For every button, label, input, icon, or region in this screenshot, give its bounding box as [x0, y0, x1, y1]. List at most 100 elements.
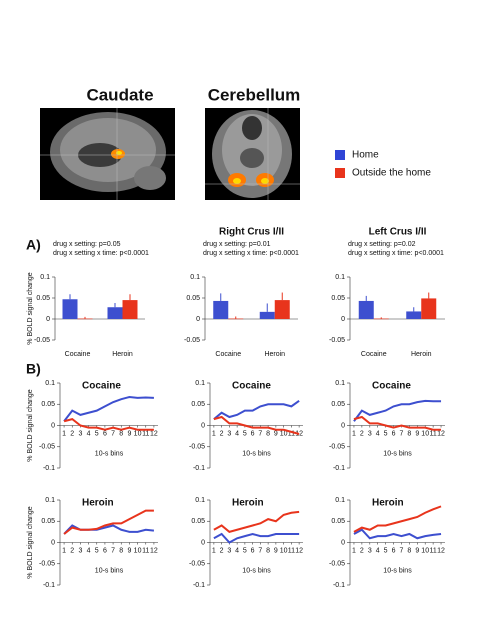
x-tick-label: 7: [258, 430, 262, 437]
x-tick-label: Heroin: [112, 351, 133, 358]
x-tick-label: 3: [78, 547, 82, 554]
x-tick-label: 9: [127, 547, 131, 554]
x-tick-label: 5: [384, 547, 388, 554]
x-tick-label: 2: [360, 430, 364, 437]
x-tick-label: 2: [70, 430, 74, 437]
x-tick-label: 5: [95, 430, 99, 437]
annotation: drug x setting: p=0.05: [53, 241, 121, 248]
x-tick-label: 10: [421, 430, 429, 437]
x-tick-label: Heroin: [411, 351, 432, 358]
legend-label: Outside the home: [352, 168, 431, 179]
x-tick-label: 11: [288, 430, 295, 437]
chart-title: Cocaine: [232, 381, 271, 392]
x-tick-label: 4: [376, 430, 380, 437]
x-tick-label: 7: [258, 547, 262, 554]
y-tick-label: -0.05: [34, 337, 50, 344]
x-tick-label: 1: [212, 547, 216, 554]
x-tick-label: 9: [415, 547, 419, 554]
y-tick-label: 0.1: [190, 274, 200, 281]
x-axis-label: 10-s bins: [95, 567, 124, 574]
bar: [77, 318, 93, 320]
y-tick-label: 0: [341, 539, 345, 546]
x-tick-label: 6: [103, 547, 107, 554]
x-axis-label: 10-s bins: [242, 567, 271, 574]
series-line: [213, 532, 300, 544]
panel-label: B): [26, 361, 41, 377]
series-line: [353, 505, 442, 533]
y-tick-label: 0: [51, 422, 55, 429]
x-tick-label: 4: [235, 547, 239, 554]
annotation: drug x setting x time: p<0.0001: [348, 250, 444, 257]
y-tick-label: 0.05: [186, 295, 200, 302]
x-tick-label: 10: [134, 547, 142, 554]
x-tick-label: Cocaine: [215, 351, 241, 358]
bar: [259, 311, 275, 319]
x-axis-label: 10-s bins: [242, 450, 271, 457]
chart-title: Cocaine: [372, 381, 411, 392]
y-tick-label: 0.1: [40, 274, 50, 281]
y-tick-label: 0: [51, 539, 55, 546]
y-tick-label: -0.05: [189, 561, 205, 568]
chart-title: Heroin: [232, 498, 264, 509]
x-tick-label: 8: [407, 547, 411, 554]
x-tick-label: 7: [111, 547, 115, 554]
y-tick-label: 0.05: [331, 401, 345, 408]
x-axis-label: 10-s bins: [383, 450, 412, 457]
x-tick-label: 3: [227, 547, 231, 554]
bar: [62, 299, 78, 319]
y-tick-label: -0.1: [333, 582, 345, 589]
x-tick-label: 2: [360, 547, 364, 554]
x-tick-label: 1: [352, 430, 356, 437]
x-tick-label: 1: [212, 430, 216, 437]
x-tick-label: 12: [150, 547, 158, 554]
chart-title: Right Crus I/II: [219, 227, 284, 238]
x-tick-label: 11: [142, 430, 149, 437]
annotation: drug x setting x time: p<0.0001: [203, 250, 299, 257]
y-tick-label: 0.1: [195, 380, 205, 387]
x-tick-label: 1: [62, 547, 66, 554]
x-tick-label: 6: [392, 547, 396, 554]
x-tick-label: Heroin: [264, 351, 285, 358]
x-tick-label: 9: [274, 547, 278, 554]
series-line: [213, 510, 300, 533]
cerebellum-image: [205, 108, 300, 200]
y-tick-label: -0.1: [333, 465, 345, 472]
y-tick-label: -0.05: [329, 444, 345, 451]
x-tick-label: 6: [251, 430, 255, 437]
y-tick-label: 0.05: [41, 401, 55, 408]
annotation: drug x setting: p=0.02: [348, 241, 416, 248]
chart-title: Heroin: [372, 498, 404, 509]
y-tick-label: 0: [341, 422, 345, 429]
y-tick-label: -0.05: [184, 337, 200, 344]
x-tick-label: 7: [400, 547, 404, 554]
y-tick-label: -0.1: [193, 582, 205, 589]
chart-title: Heroin: [82, 498, 114, 509]
x-tick-label: 7: [111, 430, 115, 437]
y-tick-label: 0.1: [335, 497, 345, 504]
x-tick-label: 4: [235, 430, 239, 437]
image-title: Caudate: [86, 85, 153, 104]
x-tick-label: 11: [142, 547, 149, 554]
y-tick-label: -0.05: [39, 444, 55, 451]
y-tick-label: -0.05: [189, 444, 205, 451]
x-tick-label: 8: [266, 430, 270, 437]
x-tick-label: 11: [288, 547, 295, 554]
y-tick-label: 0.1: [195, 497, 205, 504]
annotation: drug x setting x time: p<0.0001: [53, 250, 149, 257]
y-tick-label: -0.05: [39, 561, 55, 568]
bar: [373, 318, 389, 320]
y-tick-label: -0.05: [329, 561, 345, 568]
x-tick-label: 10: [421, 547, 429, 554]
y-tick-label: 0.1: [45, 380, 55, 387]
x-tick-label: 2: [220, 547, 224, 554]
chart-title: Cocaine: [82, 381, 121, 392]
y-tick-label: 0.1: [335, 380, 345, 387]
bar: [358, 300, 374, 319]
x-tick-label: 12: [150, 430, 158, 437]
legend-swatch: [335, 150, 345, 160]
y-tick-label: 0: [46, 316, 50, 323]
y-tick-label: -0.1: [43, 582, 55, 589]
x-tick-label: 5: [95, 547, 99, 554]
bar: [213, 300, 229, 319]
y-tick-label: 0: [196, 316, 200, 323]
